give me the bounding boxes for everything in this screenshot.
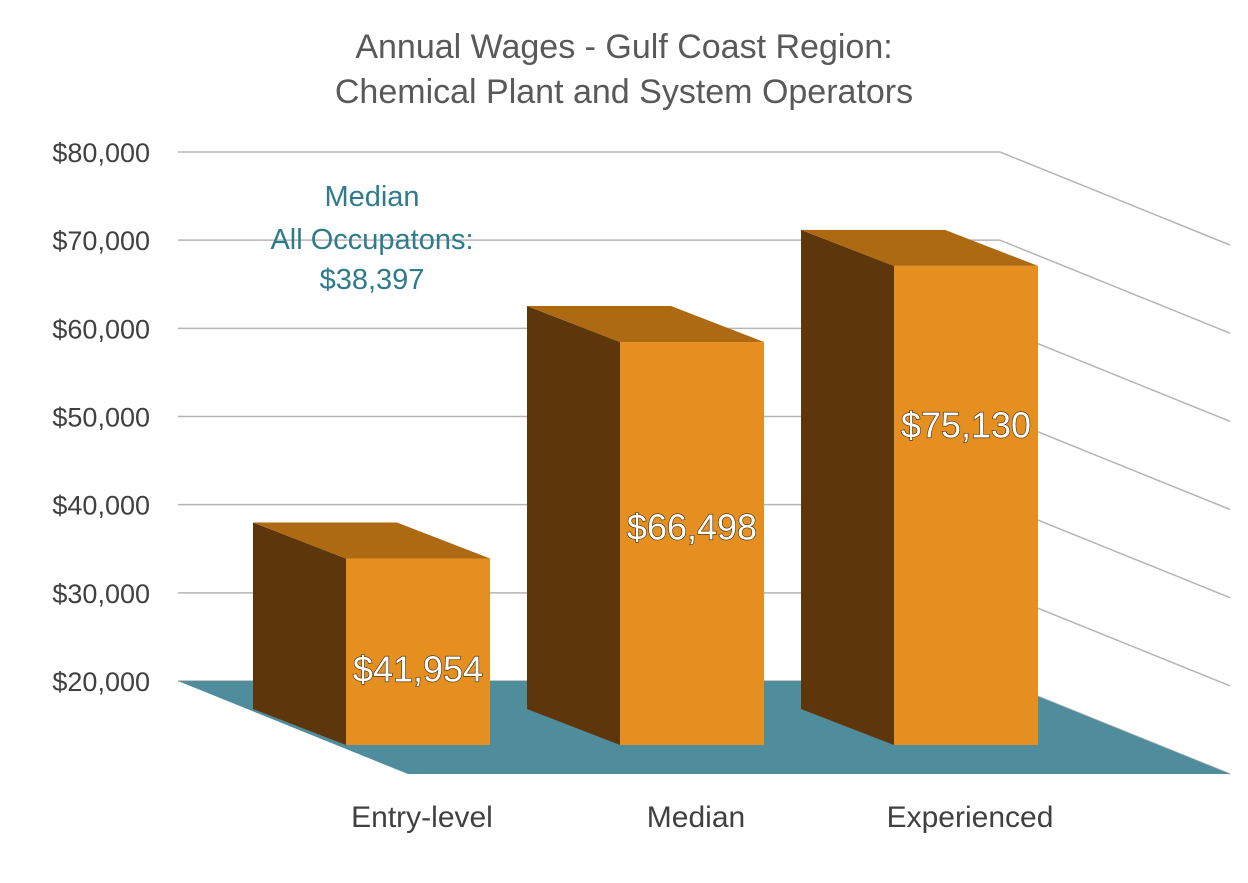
- gridline-side: [999, 592, 1231, 687]
- x-tick-label: Experienced: [887, 801, 1054, 834]
- bar-data-label: $41,954: [353, 649, 483, 690]
- annotation-line-3: $38,397: [320, 264, 425, 296]
- bar-data-label: $66,498: [627, 507, 757, 548]
- bar-top: [253, 522, 490, 559]
- bar-top: [801, 229, 1038, 266]
- chart-title-line-1: Annual Wages - Gulf Coast Region:: [355, 28, 892, 66]
- bar-side: [801, 229, 894, 746]
- x-axis: Entry-level Median Experienced: [351, 801, 1053, 834]
- y-tick-label: $20,000: [52, 667, 150, 697]
- y-tick-label: $40,000: [52, 491, 150, 521]
- y-tick-label: $60,000: [52, 314, 150, 344]
- median-annotation: Median All Occupatons: $38,397: [270, 181, 473, 296]
- annotation-line-2: All Occupatons:: [270, 224, 473, 256]
- x-tick-label: Median: [647, 801, 745, 834]
- bar-2: $66,498: [527, 306, 764, 745]
- gridline-side: [999, 151, 1231, 246]
- bar-front: [894, 265, 1038, 745]
- bar-data-label: $75,130: [901, 404, 1031, 445]
- chart-title: Annual Wages - Gulf Coast Region: Chemic…: [335, 28, 913, 111]
- y-tick-label: $30,000: [52, 579, 150, 609]
- gridline-side: [999, 327, 1231, 423]
- gridline-side: [999, 503, 1231, 599]
- bar-front: [620, 342, 764, 745]
- y-axis: $20,000 $30,000 $40,000 $50,000 $60,000 $70,0…: [52, 138, 150, 697]
- y-tick-label: $50,000: [52, 403, 150, 433]
- bars: $41,954 $66,498 $75,130: [253, 229, 1038, 746]
- y-tick-label: $80,000: [52, 138, 150, 168]
- annotation-line-1: Median: [324, 181, 419, 213]
- bar-1: $41,954: [253, 522, 490, 745]
- bar-top: [527, 306, 764, 343]
- y-tick-label: $70,000: [52, 226, 150, 256]
- chart-title-line-2: Chemical Plant and System Operators: [335, 73, 913, 111]
- bar-side: [527, 306, 620, 745]
- gridline-side: [999, 415, 1231, 511]
- bar-front: [346, 558, 490, 745]
- gridline-side: [999, 239, 1231, 334]
- bar-side: [253, 522, 346, 745]
- bar-3: $75,130: [801, 229, 1038, 746]
- x-tick-label: Entry-level: [351, 801, 493, 834]
